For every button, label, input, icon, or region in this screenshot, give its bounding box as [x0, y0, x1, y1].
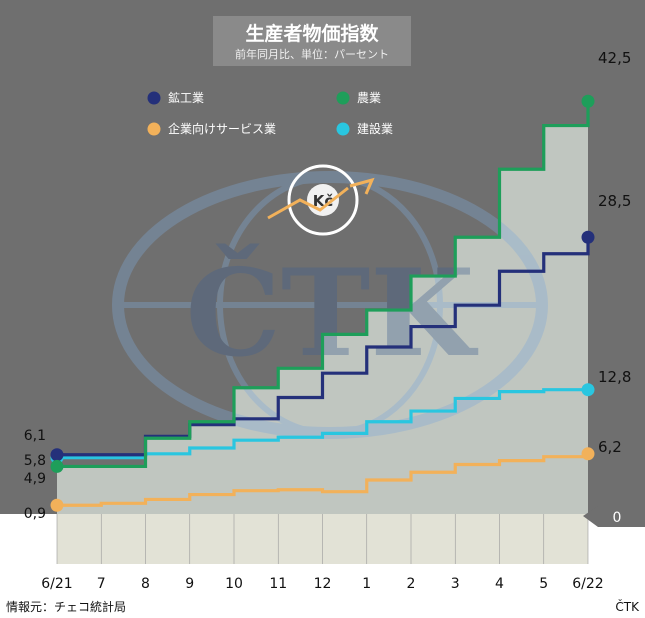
series-end-point: [581, 447, 595, 461]
x-tick-label: 6/22: [572, 576, 603, 592]
zero-marker: 0: [583, 506, 645, 527]
x-tick-label: 9: [185, 576, 194, 592]
series-line: [57, 388, 588, 460]
series-end-label: 28,5: [598, 192, 631, 210]
series-end-point: [581, 94, 595, 108]
series-layer: [50, 94, 595, 512]
series-end-label: 42,5: [598, 49, 631, 67]
x-tick-label: 1: [362, 576, 371, 592]
x-tick-label: 6/21: [41, 576, 72, 592]
label-layer: 6,2 0,9 12,8 5,8 28,5 6,1 42,5 4,9: [24, 49, 632, 522]
gridlines: [56, 514, 589, 564]
series-end-label: 6,2: [598, 438, 622, 456]
x-tick-label: 10: [225, 576, 243, 592]
series-start-label: 0,9: [24, 506, 46, 522]
x-tick-label: 12: [314, 576, 332, 592]
legend-swatch: [147, 122, 161, 136]
x-tick-label: 7: [97, 576, 106, 592]
x-tick-label: 11: [269, 576, 287, 592]
zero-label: 0: [613, 510, 622, 526]
watermark-text: ČTK: [185, 243, 478, 384]
series-start-point: [50, 459, 64, 473]
series-end-point: [581, 230, 595, 244]
series-start-point: [50, 448, 64, 462]
series-line: [57, 237, 590, 457]
legend-label: 農業: [357, 91, 381, 105]
kc-logo-text: Kč: [313, 192, 334, 210]
series-line: [57, 453, 590, 507]
x-tick-label: 2: [407, 576, 416, 592]
series-line: [57, 101, 590, 469]
series-start-label: 4,9: [24, 471, 46, 487]
series-start-point: [50, 498, 64, 512]
legend-swatch: [336, 91, 350, 105]
series-end-label: 12,8: [598, 368, 631, 386]
kc-logo: Kč: [267, 164, 375, 236]
agency-credit: ČTK: [615, 599, 640, 614]
chart-title: 生産者物価指数: [245, 22, 379, 45]
legend-label: 企業向けサービス業: [168, 121, 276, 136]
x-tick-label: 8: [141, 576, 150, 592]
x-tick-label: 4: [495, 576, 504, 592]
legend-swatch: [147, 91, 161, 105]
x-tick-label: 5: [539, 576, 548, 592]
legend-label: 建設業: [357, 121, 393, 136]
series-start-label: 5,8: [24, 453, 46, 469]
source-note: 情報元：チェコ統計局: [6, 599, 126, 614]
chart-subtitle: 前年同月比、単位：パーセント: [235, 47, 389, 61]
x-axis-ticks: 6/21 7 8 9 10 11 12 1 2 3 4 5 6/22: [41, 576, 603, 592]
series-start-label: 6,1: [24, 428, 46, 444]
title-box: [213, 16, 411, 66]
ctk-watermark: ČTK: [112, 171, 548, 439]
x-tick-label: 3: [451, 576, 460, 592]
legend-swatch: [336, 122, 350, 136]
legend-label: 鉱工業: [168, 90, 204, 105]
series-end-point: [581, 383, 595, 397]
